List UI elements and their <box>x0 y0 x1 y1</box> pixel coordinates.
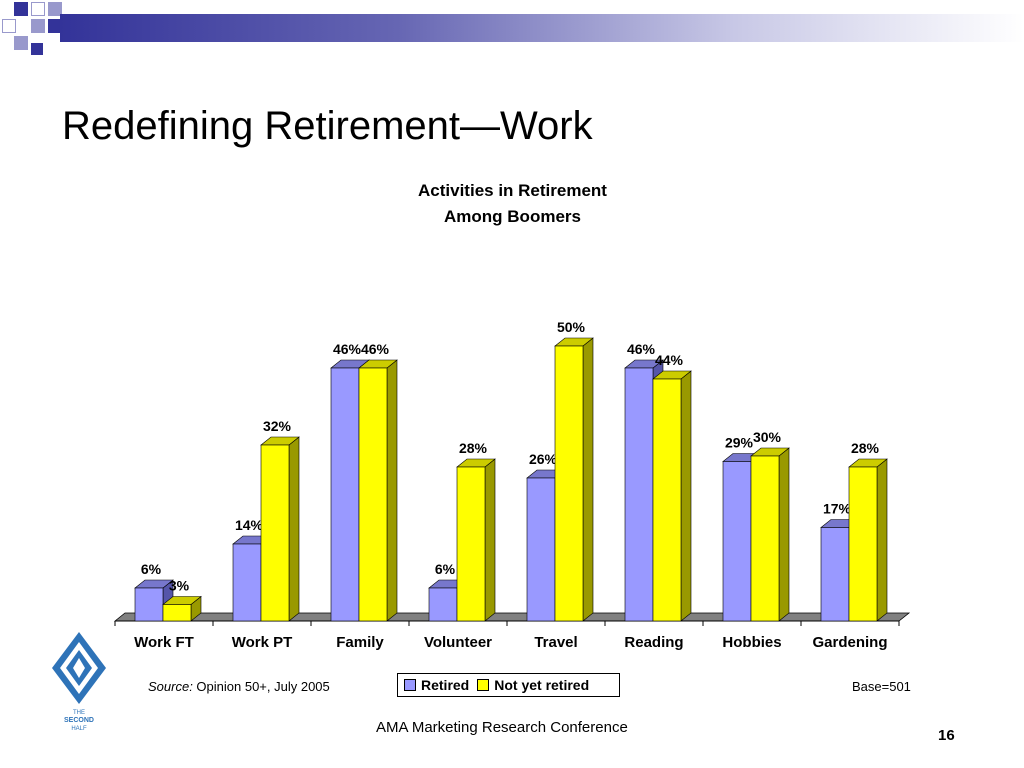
data-label-retired: 46% <box>627 341 656 357</box>
legend-label-not-yet-retired: Not yet retired <box>494 677 590 693</box>
bar-not-yet-retired <box>358 367 388 622</box>
square-decoration <box>48 19 62 33</box>
bar-side-not-yet-retired <box>680 370 692 622</box>
x-tick-label: Work PT <box>232 634 293 651</box>
corner-squares-decoration <box>0 0 80 64</box>
data-label-not-yet-retired: 3% <box>169 578 190 594</box>
x-tick-label: Gardening <box>812 634 887 651</box>
data-label-retired: 46% <box>333 341 362 357</box>
legend-label-retired: Retired <box>421 677 470 693</box>
x-tick-label: Family <box>336 634 384 651</box>
logo-text-line-3: HALF <box>71 726 87 732</box>
logo-text-line-2: SECOND <box>64 717 94 724</box>
bar-retired <box>330 367 360 622</box>
data-label-not-yet-retired: 28% <box>851 440 880 456</box>
bar-not-yet-retired <box>554 345 584 622</box>
bar-retired <box>134 587 164 622</box>
data-label-retired: 26% <box>529 451 558 467</box>
data-label-retired: 6% <box>435 561 456 577</box>
data-label-not-yet-retired: 46% <box>361 341 390 357</box>
page-number: 16 <box>938 727 955 744</box>
bar-retired <box>624 367 654 622</box>
legend-item-retired: Retired <box>404 677 469 693</box>
logo-text-line-1: THE <box>73 710 85 716</box>
chart-title: Activities in Retirement Among Boomers <box>330 178 695 230</box>
chart-title-line-1: Activities in Retirement <box>418 181 607 200</box>
source-text: Opinion 50+, July 2005 <box>192 679 330 694</box>
bar-not-yet-retired <box>750 455 780 622</box>
bar-not-yet-retired <box>260 444 290 622</box>
data-label-not-yet-retired: 50% <box>557 319 586 335</box>
x-tick-label: Reading <box>624 634 683 651</box>
the-second-half-logo: THE SECOND HALF <box>52 632 106 732</box>
data-label-not-yet-retired: 32% <box>263 418 292 434</box>
header-gradient-bar <box>60 14 1024 42</box>
x-tick-label: Travel <box>534 634 577 651</box>
footer-text: AMA Marketing Research Conference <box>376 719 628 736</box>
legend-item-not-yet-retired: Not yet retired <box>477 677 589 693</box>
bar-side-not-yet-retired <box>386 359 398 622</box>
data-label-not-yet-retired: 30% <box>753 429 782 445</box>
bar-retired <box>232 543 262 622</box>
data-label-not-yet-retired: 28% <box>459 440 488 456</box>
square-decoration <box>48 2 62 16</box>
bar-not-yet-retired <box>456 466 486 622</box>
square-decoration <box>31 43 43 55</box>
bar-retired <box>722 461 752 622</box>
base-note: Base=501 <box>852 679 911 694</box>
bar-retired <box>428 587 458 622</box>
bar-not-yet-retired <box>848 466 878 622</box>
square-decoration <box>31 19 45 33</box>
square-decoration <box>31 2 45 16</box>
data-label-retired: 17% <box>823 501 852 517</box>
data-label-retired: 14% <box>235 517 264 533</box>
source-label: Source: <box>148 679 193 694</box>
bar-not-yet-retired <box>162 604 192 622</box>
bar-not-yet-retired <box>652 378 682 622</box>
slide-title: Redefining Retirement—Work <box>62 104 593 148</box>
data-label-retired: 29% <box>725 435 754 451</box>
bar-retired <box>820 527 850 622</box>
bar-side-not-yet-retired <box>778 447 790 622</box>
bar-side-not-yet-retired <box>288 436 300 622</box>
x-tick-label: Volunteer <box>424 634 492 651</box>
legend-swatch-retired <box>404 679 416 691</box>
bar-retired <box>526 477 556 622</box>
x-tick-label: Hobbies <box>722 634 781 651</box>
chart-legend: Retired Not yet retired <box>397 673 620 697</box>
x-tick-label: Work FT <box>134 634 194 651</box>
logo-diamond-core <box>73 658 85 678</box>
data-label-not-yet-retired: 44% <box>655 352 684 368</box>
source-note: Source: Opinion 50+, July 2005 <box>148 679 330 694</box>
square-decoration <box>2 19 16 33</box>
square-decoration <box>14 36 28 50</box>
data-label-retired: 6% <box>141 561 162 577</box>
bar-side-not-yet-retired <box>484 458 496 622</box>
legend-swatch-not-yet-retired <box>477 679 490 691</box>
bar-side-not-yet-retired <box>582 337 594 622</box>
square-decoration <box>14 2 28 16</box>
bar-side-not-yet-retired <box>876 458 888 622</box>
chart-title-line-2: Among Boomers <box>444 207 581 226</box>
